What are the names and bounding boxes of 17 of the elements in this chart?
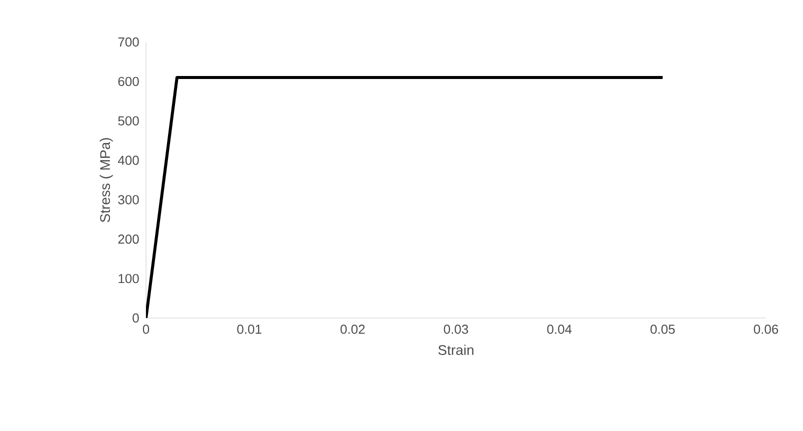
y-tick-label: 200	[118, 234, 139, 244]
x-tick-label: 0.05	[650, 324, 675, 334]
y-tick-label: 700	[118, 37, 139, 47]
x-tick-label: 0.04	[547, 324, 572, 334]
y-tick-label: 500	[118, 116, 139, 126]
x-tick-label: 0.03	[444, 324, 468, 334]
y-axis-title: Stress ( MPa)	[100, 138, 113, 222]
x-tick-label: 0	[142, 324, 150, 334]
x-tick-label: 0.02	[340, 324, 365, 334]
x-tick-label: 0.06	[754, 324, 778, 334]
x-tick-label: 0.01	[237, 324, 262, 334]
x-axis-title: Strain	[438, 344, 474, 356]
y-tick-label: 100	[118, 274, 139, 284]
y-tick-label: 400	[118, 156, 139, 165]
y-tick-label: 0	[132, 313, 139, 323]
y-tick-label: 600	[118, 76, 139, 86]
y-tick-label: 300	[118, 195, 139, 204]
